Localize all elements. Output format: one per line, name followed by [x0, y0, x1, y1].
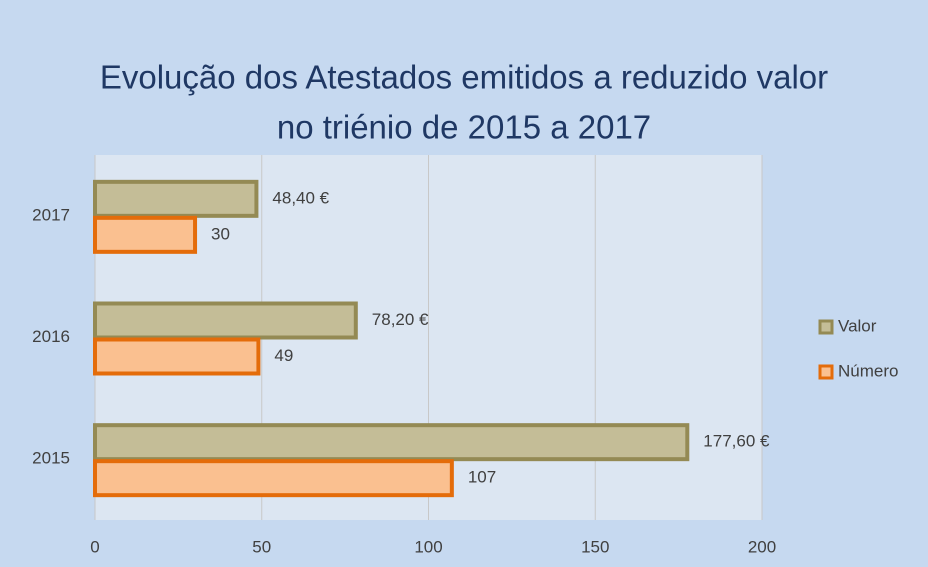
- legend-swatch: [818, 364, 834, 380]
- data-label: 49: [274, 346, 293, 365]
- bar: [93, 423, 690, 462]
- x-tick-label: 100: [414, 537, 442, 556]
- bar: [93, 179, 259, 218]
- data-label: 107: [468, 468, 496, 487]
- x-tick-label: 150: [581, 537, 609, 556]
- legend-label: Valor: [838, 316, 877, 335]
- bar: [93, 459, 454, 498]
- data-label: 177,60 €: [703, 432, 770, 451]
- legend-label: Número: [838, 361, 898, 380]
- y-tick-label: 2015: [32, 449, 70, 468]
- data-label: 48,40 €: [272, 188, 329, 207]
- x-tick-label: 200: [748, 537, 776, 556]
- bar: [93, 301, 358, 340]
- x-tick-label: 0: [90, 537, 99, 556]
- legend-swatch: [818, 319, 834, 335]
- bar: [93, 337, 261, 376]
- x-tick-label: 50: [252, 537, 271, 556]
- y-tick-label: 2017: [32, 205, 70, 224]
- chart-title: Evolução dos Atestados emitidos a reduzi…: [100, 59, 828, 96]
- chart-title: no triénio de 2015 a 2017: [277, 109, 651, 146]
- data-label: 78,20 €: [372, 310, 429, 329]
- bar: [93, 215, 198, 254]
- data-label: 30: [211, 224, 230, 243]
- y-tick-label: 2016: [32, 327, 70, 346]
